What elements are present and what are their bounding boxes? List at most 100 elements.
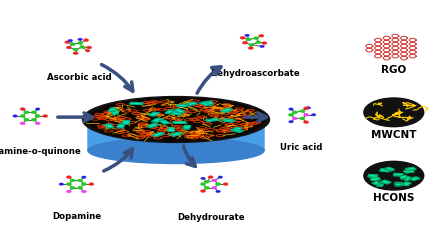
Polygon shape (168, 128, 174, 131)
Circle shape (70, 186, 75, 189)
Polygon shape (176, 104, 190, 107)
Circle shape (81, 183, 87, 186)
Circle shape (80, 46, 85, 49)
Polygon shape (147, 124, 159, 127)
Circle shape (35, 108, 40, 110)
Circle shape (68, 39, 73, 42)
Polygon shape (377, 183, 383, 186)
Circle shape (304, 113, 308, 116)
Circle shape (218, 176, 223, 178)
Polygon shape (394, 183, 405, 186)
Polygon shape (404, 170, 414, 173)
Text: MWCNT: MWCNT (371, 130, 417, 140)
Circle shape (77, 42, 83, 44)
Circle shape (78, 38, 82, 41)
Circle shape (85, 49, 90, 52)
Polygon shape (149, 112, 159, 116)
Text: Dopamine-o-quinone: Dopamine-o-quinone (0, 147, 81, 156)
Polygon shape (395, 182, 401, 185)
Polygon shape (104, 124, 114, 128)
Polygon shape (385, 167, 395, 171)
Polygon shape (400, 176, 407, 179)
Polygon shape (151, 118, 162, 122)
Circle shape (312, 114, 316, 116)
Circle shape (256, 41, 261, 44)
Circle shape (81, 176, 86, 179)
Circle shape (66, 176, 71, 179)
Text: Dehydroascorbate: Dehydroascorbate (210, 69, 300, 78)
Polygon shape (220, 109, 232, 112)
Text: Dehydrourate: Dehydrourate (177, 213, 245, 222)
Circle shape (59, 183, 64, 185)
Polygon shape (233, 128, 241, 131)
Circle shape (77, 179, 83, 182)
Circle shape (242, 41, 247, 44)
Circle shape (201, 177, 205, 180)
Ellipse shape (88, 98, 264, 141)
Polygon shape (184, 102, 198, 106)
Circle shape (81, 190, 86, 193)
Polygon shape (380, 169, 390, 172)
Circle shape (70, 43, 75, 46)
Circle shape (24, 111, 29, 114)
Circle shape (259, 34, 264, 37)
Circle shape (262, 42, 267, 44)
Circle shape (31, 111, 37, 114)
Polygon shape (173, 122, 186, 123)
Circle shape (246, 38, 251, 41)
Circle shape (65, 41, 70, 43)
Polygon shape (174, 109, 185, 113)
Ellipse shape (364, 33, 424, 62)
Circle shape (200, 183, 206, 185)
Circle shape (223, 183, 228, 185)
Polygon shape (393, 173, 403, 176)
Circle shape (66, 46, 71, 49)
Polygon shape (169, 112, 183, 115)
Circle shape (260, 45, 264, 48)
Circle shape (212, 186, 217, 189)
Ellipse shape (88, 138, 264, 163)
Text: Ascorbic acid: Ascorbic acid (47, 73, 111, 82)
Circle shape (292, 111, 297, 114)
Circle shape (215, 183, 221, 185)
Circle shape (204, 186, 209, 189)
Circle shape (300, 117, 305, 120)
Circle shape (212, 179, 217, 182)
Circle shape (20, 122, 25, 125)
Circle shape (208, 176, 213, 179)
Circle shape (288, 113, 294, 116)
Circle shape (31, 118, 37, 121)
Circle shape (216, 190, 220, 193)
Circle shape (289, 120, 293, 123)
Circle shape (73, 48, 78, 51)
Circle shape (66, 183, 72, 186)
Polygon shape (122, 121, 130, 124)
Circle shape (70, 179, 75, 182)
Polygon shape (88, 98, 264, 151)
Circle shape (304, 121, 308, 124)
Circle shape (289, 108, 293, 110)
Circle shape (66, 190, 71, 193)
Polygon shape (370, 178, 380, 180)
Ellipse shape (364, 98, 424, 127)
Ellipse shape (83, 97, 269, 142)
Circle shape (306, 107, 311, 109)
Text: Dopamine: Dopamine (52, 212, 102, 221)
Polygon shape (170, 132, 183, 136)
Circle shape (89, 183, 94, 185)
Polygon shape (403, 177, 412, 180)
Polygon shape (230, 129, 243, 132)
Text: HCONS: HCONS (373, 193, 414, 203)
Polygon shape (368, 174, 378, 177)
Polygon shape (381, 180, 391, 184)
Polygon shape (199, 102, 211, 106)
Text: RGO: RGO (381, 65, 407, 75)
Circle shape (24, 118, 29, 121)
Polygon shape (165, 110, 175, 114)
Polygon shape (205, 119, 219, 121)
Text: Uric acid: Uric acid (280, 143, 323, 152)
Circle shape (73, 52, 78, 54)
Circle shape (20, 114, 26, 118)
Circle shape (84, 39, 89, 42)
Circle shape (292, 117, 297, 120)
